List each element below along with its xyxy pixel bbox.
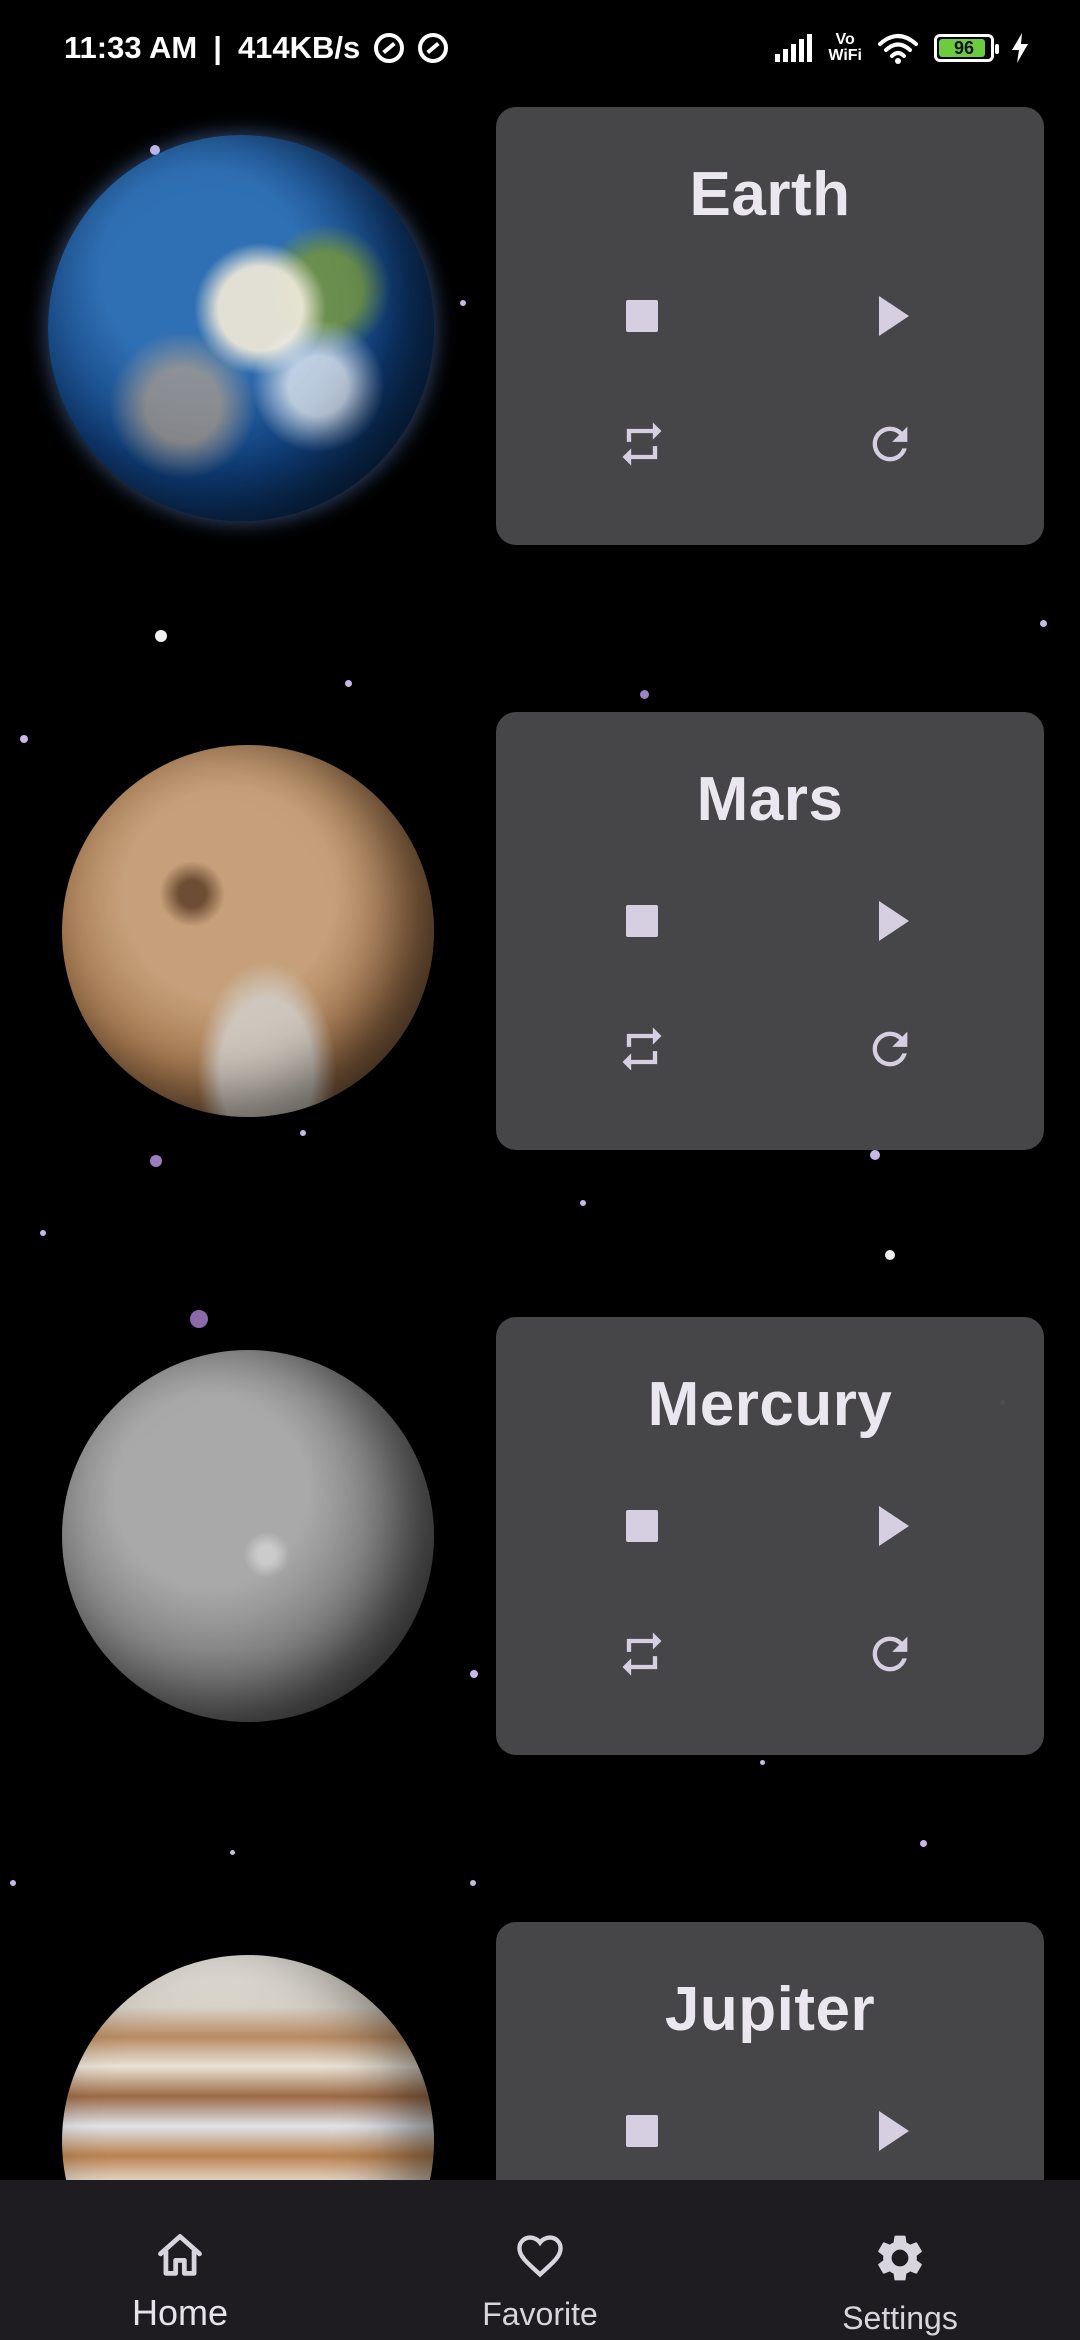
play-button[interactable] <box>858 284 922 348</box>
planet-name: Mars <box>696 765 844 834</box>
repeat-button[interactable] <box>610 1622 674 1686</box>
stop-button[interactable] <box>610 1494 674 1558</box>
status-bar: 11:33 AM | 414KB/s Vo WiFi 96 <box>0 0 1080 96</box>
repeat-icon <box>622 1027 662 1071</box>
stop-button[interactable] <box>610 284 674 348</box>
status-separator: | <box>213 30 222 65</box>
play-button[interactable] <box>858 2099 922 2163</box>
status-left: 11:33 AM | 414KB/s <box>64 30 449 66</box>
play-button[interactable] <box>858 889 922 953</box>
planet-card-mercury: Mercury <box>496 1317 1044 1755</box>
status-right: Vo WiFi 96 <box>775 32 1030 64</box>
cellular-signal-icon <box>775 34 813 62</box>
stop-button[interactable] <box>610 889 674 953</box>
restart-button[interactable] <box>858 1017 922 1081</box>
gear-icon <box>878 2235 922 2281</box>
status-network-speed: 414KB/s <box>237 30 361 65</box>
nav-item-home[interactable]: Home <box>0 2180 360 2340</box>
play-icon <box>879 1506 909 1546</box>
vowifi-top-text: Vo <box>835 31 855 48</box>
refresh-icon <box>872 426 908 462</box>
nav-label-home: Home <box>131 2292 229 2333</box>
heart-icon <box>517 2235 563 2278</box>
stop-icon <box>626 300 658 332</box>
vowifi-bottom-text: WiFi <box>828 47 862 64</box>
planet-card-mars: Mars <box>496 712 1044 1150</box>
restart-button[interactable] <box>858 412 922 476</box>
earth-planet-image[interactable] <box>48 135 434 521</box>
sync-off-icon <box>374 33 405 63</box>
refresh-icon <box>872 1636 908 1672</box>
wifi-icon <box>878 34 918 64</box>
battery-icon: 96 <box>934 34 999 62</box>
sync-off-icon-2 <box>418 33 449 63</box>
planet-name: Earth <box>689 160 851 229</box>
repeat-icon <box>622 422 662 466</box>
mars-planet-image[interactable] <box>62 745 434 1117</box>
status-time: 11:33 AM <box>64 30 198 65</box>
nav-label-favorite: Favorite <box>482 2296 598 2332</box>
play-icon <box>879 2111 909 2151</box>
stop-button[interactable] <box>610 2099 674 2163</box>
refresh-icon <box>872 1031 908 1067</box>
vowifi-icon: Vo WiFi <box>828 32 862 64</box>
planet-name: Jupiter <box>664 1975 876 2044</box>
stop-icon <box>626 2115 658 2147</box>
repeat-icon <box>622 1632 662 1676</box>
planet-card-earth: Earth <box>496 107 1044 545</box>
play-icon <box>879 901 909 941</box>
nav-item-settings[interactable]: Settings <box>720 2180 1080 2340</box>
home-icon <box>158 2234 202 2276</box>
charging-bolt-icon <box>1012 33 1028 63</box>
nav-item-favorite[interactable]: Favorite <box>360 2180 720 2340</box>
repeat-button[interactable] <box>610 1017 674 1081</box>
battery-level: 96 <box>953 37 975 58</box>
stop-icon <box>626 905 658 937</box>
planet-card-jupiter: Jupiter <box>496 1922 1044 2180</box>
nav-label-settings: Settings <box>842 2300 958 2336</box>
play-icon <box>879 296 909 336</box>
planet-name: Mercury <box>647 1370 893 1439</box>
restart-button[interactable] <box>858 1622 922 1686</box>
stop-icon <box>626 1510 658 1542</box>
mercury-planet-image[interactable] <box>62 1350 434 1722</box>
play-button[interactable] <box>858 1494 922 1558</box>
bottom-navigation: Home Favorite Settings <box>0 2180 1080 2340</box>
repeat-button[interactable] <box>610 412 674 476</box>
